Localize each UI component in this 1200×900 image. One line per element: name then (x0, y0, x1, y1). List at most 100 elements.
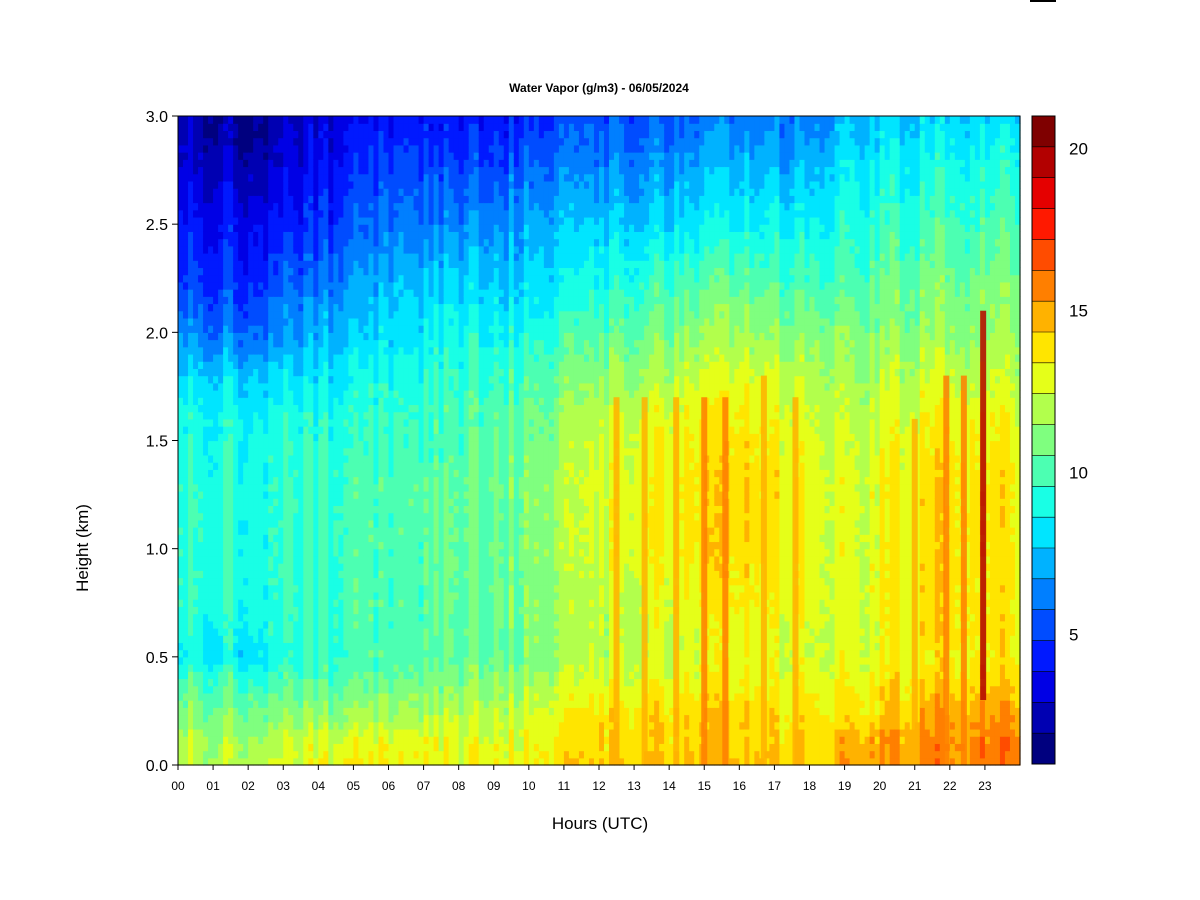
heatmap-cell (258, 238, 264, 247)
heatmap-cell (218, 635, 224, 644)
heatmap-cell (208, 353, 214, 362)
heatmap-cell (303, 490, 309, 499)
heatmap-cell (233, 267, 239, 276)
heatmap-cell (373, 707, 380, 716)
heatmap-cell (308, 137, 314, 146)
heatmap-cell (213, 375, 219, 384)
heatmap-cell (363, 361, 370, 369)
heatmap-cell (348, 613, 355, 622)
heatmap-cell (358, 613, 365, 622)
heatmap-cell (288, 505, 294, 514)
heatmap-cell (393, 447, 400, 456)
heatmap-cell (178, 584, 184, 593)
heatmap-cell (188, 382, 194, 391)
heatmap-cell (433, 317, 440, 326)
heatmap-cell (303, 512, 309, 521)
heatmap-cell (198, 584, 204, 593)
heatmap-cell (343, 433, 349, 442)
heatmap-cell (378, 281, 385, 290)
heatmap-cell (248, 202, 254, 211)
heatmap-cell (448, 721, 455, 730)
heatmap-cell (428, 418, 435, 427)
heatmap-cell (278, 728, 284, 737)
heatmap-cell (323, 563, 329, 571)
heatmap-cell (378, 440, 385, 449)
heatmap-cell (428, 447, 435, 456)
heatmap-cell (433, 245, 440, 254)
heatmap-cell (373, 303, 380, 312)
heatmap-cell (273, 375, 279, 384)
heatmap-cell (333, 317, 339, 326)
heatmap-cell (378, 231, 385, 240)
heatmap-cell (418, 692, 425, 701)
heatmap-cell (363, 750, 370, 759)
heatmap-cell (433, 195, 440, 204)
heatmap-cell (403, 325, 410, 333)
heatmap-cell (243, 750, 249, 759)
heatmap-cell (318, 476, 324, 485)
heatmap-cell (338, 743, 344, 752)
heatmap-cell (278, 418, 284, 427)
heatmap-cell (228, 685, 234, 694)
heatmap-cell (438, 339, 445, 348)
heatmap-cell (443, 707, 450, 716)
heatmap-cell (398, 353, 405, 362)
heatmap-cell (338, 123, 344, 132)
heatmap-cell (373, 361, 380, 369)
heatmap-cell (393, 527, 400, 535)
heatmap-cell (423, 548, 430, 557)
heatmap-cell (333, 656, 339, 665)
heatmap-cell (208, 664, 214, 672)
heatmap-cell (288, 490, 294, 499)
heatmap-cell (353, 216, 360, 225)
heatmap-cell (268, 512, 274, 521)
heatmap-cell (378, 332, 385, 341)
heatmap-cell (218, 620, 224, 629)
heatmap-cell (193, 714, 199, 723)
heatmap-cell (363, 152, 370, 160)
heatmap-cell (288, 382, 294, 391)
heatmap-cell (223, 152, 229, 160)
heatmap-cell (453, 620, 460, 629)
heatmap-cell (443, 274, 450, 283)
heatmap-cell (183, 231, 189, 240)
heatmap-cell (283, 418, 289, 427)
heatmap-cell (318, 310, 324, 319)
heatmap-cell (203, 274, 209, 283)
heatmap-cell (453, 563, 460, 571)
heatmap-cell (398, 195, 405, 204)
heatmap-cell (358, 563, 365, 571)
heatmap-cell (213, 577, 219, 586)
heatmap-cell (438, 454, 445, 463)
heatmap-cell (283, 231, 289, 240)
heatmap-cell (258, 490, 264, 499)
heatmap-cell (198, 505, 204, 514)
heatmap-cell (383, 642, 390, 651)
heatmap-cell (383, 317, 390, 326)
heatmap-cell (388, 382, 395, 391)
heatmap-cell (178, 707, 184, 716)
heatmap-cell (183, 490, 189, 499)
heatmap-cell (318, 296, 324, 305)
heatmap-cell (233, 180, 239, 189)
heatmap-cell (388, 512, 395, 521)
heatmap-cell (303, 591, 309, 600)
heatmap-cell (213, 123, 219, 132)
heatmap-cell (273, 267, 279, 276)
heatmap-cell (238, 664, 244, 672)
heatmap-cell (313, 678, 319, 687)
heatmap-cell (433, 498, 440, 506)
heatmap-cell (193, 476, 199, 485)
heatmap-cell (283, 728, 289, 737)
heatmap-cell (208, 253, 214, 261)
heatmap-cell (318, 519, 324, 528)
heatmap-cell (438, 173, 445, 182)
heatmap-cell (453, 649, 460, 658)
heatmap-cell (248, 245, 254, 254)
heatmap-cell (348, 498, 355, 506)
heatmap-cell (308, 289, 314, 297)
heatmap-cell (233, 144, 239, 153)
heatmap-cell (278, 440, 284, 449)
heatmap-cell (348, 274, 355, 283)
heatmap-cell (218, 599, 224, 607)
